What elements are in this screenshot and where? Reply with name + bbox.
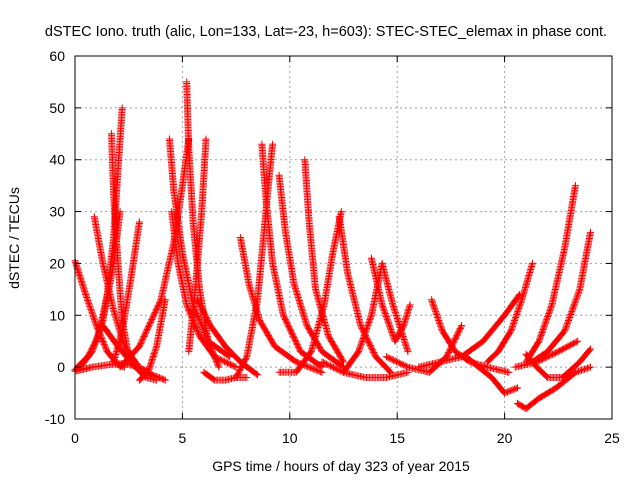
plot-frame (74, 55, 613, 420)
y-tick-label: 40 (49, 152, 65, 168)
series-markers (483, 259, 537, 366)
series-15 (193, 296, 262, 379)
series-19 (258, 140, 326, 371)
series-markers (168, 208, 240, 371)
y-tick-label: 10 (49, 307, 65, 323)
series-14 (185, 135, 210, 356)
series-markers (135, 296, 169, 384)
y-tick-label: 30 (49, 204, 65, 220)
series-markers (318, 358, 412, 381)
series-31 (483, 259, 537, 366)
series-markers (275, 208, 345, 376)
series-12 (168, 208, 240, 371)
y-tick-label: 20 (49, 255, 65, 271)
series-markers (258, 140, 326, 371)
data-points (71, 78, 595, 413)
series-30 (462, 353, 521, 397)
series-markers (193, 296, 262, 379)
chart-title: dSTEC Iono. truth (alic, Lon=133, Lat=-2… (45, 24, 607, 40)
series-29 (415, 291, 524, 371)
series-markers (335, 213, 395, 376)
series-32 (514, 363, 595, 413)
axis-ticks: 0 5 10 15 20 25 -10 0 10 20 30 40 50 60 (45, 48, 620, 446)
series-markers (185, 135, 210, 356)
series-markers (514, 363, 595, 413)
series-markers (367, 254, 414, 345)
y-tick-label: 50 (49, 100, 65, 116)
series-21 (301, 156, 347, 366)
series-22 (275, 208, 345, 376)
series-markers (108, 130, 141, 371)
x-tick-label: 10 (282, 430, 298, 446)
series-36 (511, 337, 582, 371)
series-markers (462, 353, 521, 397)
series-24 (318, 358, 412, 381)
series-markers (301, 156, 347, 366)
y-tick-label: -10 (45, 411, 65, 427)
series-26 (367, 254, 414, 345)
y-tick-label: 0 (57, 359, 65, 375)
x-tick-label: 20 (497, 430, 513, 446)
x-tick-label: 15 (389, 430, 405, 446)
x-tick-label: 25 (604, 430, 620, 446)
x-tick-label: 5 (179, 430, 187, 446)
y-axis-label: dSTEC / TECUs (6, 187, 22, 289)
series-23 (335, 213, 395, 376)
series-10 (135, 296, 169, 384)
series-6 (108, 130, 141, 371)
x-tick-label: 0 (71, 430, 79, 446)
y-tick-label: 60 (49, 48, 65, 64)
x-axis-label: GPS time / hours of day 323 of year 2015 (212, 458, 470, 474)
series-markers (415, 291, 524, 371)
series-markers (511, 337, 582, 371)
